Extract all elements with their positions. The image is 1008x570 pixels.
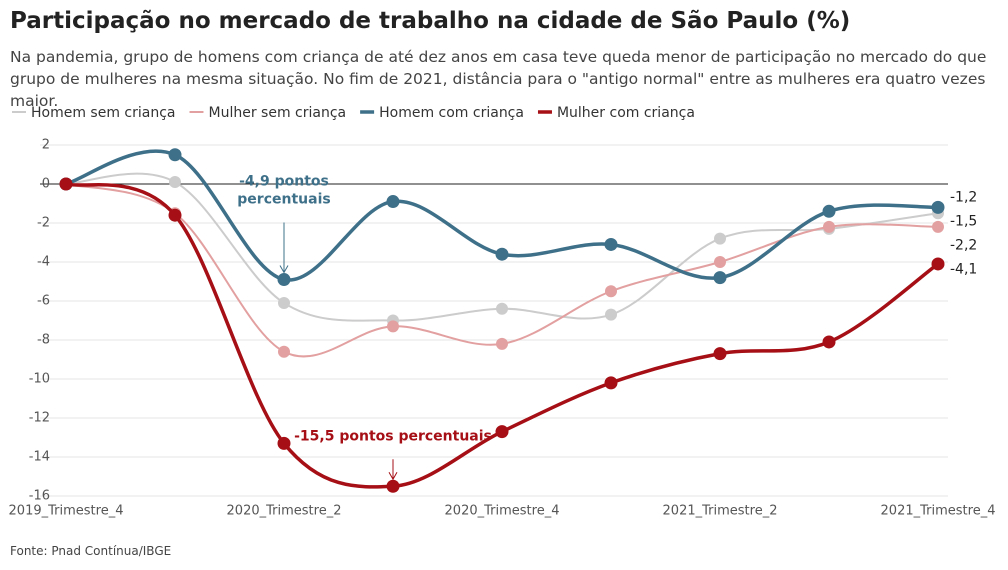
x-tick-label: 2021_Trimestre_4 xyxy=(881,504,996,519)
legend-label: Homem com criança xyxy=(379,105,524,121)
y-tick-label: -8 xyxy=(37,333,50,348)
legend-label: Mulher sem criança xyxy=(209,105,347,121)
value-label: -4,1 xyxy=(950,261,977,277)
data-point xyxy=(59,177,73,191)
data-point xyxy=(714,232,726,245)
y-tick-label: -10 xyxy=(29,372,50,387)
data-point xyxy=(277,273,291,287)
data-point xyxy=(496,302,508,315)
data-point xyxy=(822,204,836,218)
legend-label: Mulher com criança xyxy=(557,105,695,121)
data-point xyxy=(386,479,400,493)
y-tick-label: -14 xyxy=(29,450,50,465)
x-tick-label: 2019_Trimestre_4 xyxy=(9,504,124,519)
x-tick-label: 2021_Trimestre_2 xyxy=(663,504,778,519)
series-line xyxy=(65,149,939,282)
data-point xyxy=(605,285,617,298)
data-point xyxy=(713,347,727,361)
legend-label: Homem sem criança xyxy=(31,105,176,121)
data-point xyxy=(713,271,727,285)
data-point xyxy=(277,436,291,450)
series-line xyxy=(65,183,939,358)
y-tick-label: -6 xyxy=(37,294,50,309)
annotation: -15,5 pontos percentuais xyxy=(294,428,492,444)
data-point xyxy=(605,308,617,321)
data-point xyxy=(822,335,836,349)
y-tick-label: 2 xyxy=(42,138,50,153)
value-label: -2,2 xyxy=(950,237,977,253)
data-point xyxy=(278,296,290,309)
data-point xyxy=(278,345,290,358)
data-point xyxy=(496,337,508,350)
value-label: -1,2 xyxy=(950,189,977,205)
data-point xyxy=(932,220,944,233)
data-point xyxy=(931,200,945,214)
y-tick-label: -12 xyxy=(29,411,50,426)
y-tick-label: -16 xyxy=(29,489,50,504)
y-tick-label: -2 xyxy=(37,216,50,231)
annotation: -4,9 pontos xyxy=(239,174,329,190)
source: Fonte: Pnad Contínua/IBGE xyxy=(10,544,172,558)
data-point xyxy=(495,425,509,439)
data-point xyxy=(169,176,181,189)
data-point xyxy=(931,257,945,271)
data-point xyxy=(604,237,618,251)
data-point xyxy=(823,220,835,233)
y-tick-label: -4 xyxy=(37,255,50,270)
annotation-arrowhead xyxy=(388,472,398,481)
data-point xyxy=(495,247,509,261)
data-point xyxy=(168,148,182,162)
chart-title: Participação no mercado de trabalho na c… xyxy=(10,8,851,34)
annotation: percentuais xyxy=(237,192,330,208)
data-point xyxy=(168,208,182,222)
data-point xyxy=(386,195,400,209)
series-line xyxy=(65,182,940,489)
data-point xyxy=(714,256,726,268)
y-tick-label: 0 xyxy=(42,177,50,192)
data-point xyxy=(387,320,399,333)
value-label: -1,5 xyxy=(950,213,977,229)
annotation-arrowhead xyxy=(279,265,289,274)
x-tick-label: 2020_Trimestre_4 xyxy=(445,504,560,519)
data-point xyxy=(604,376,618,390)
chart-subtitle: Na pandemia, grupo de homens com criança… xyxy=(10,48,987,110)
series-line xyxy=(65,172,939,322)
chart: Homem sem criança Mulher sem criança Homem… xyxy=(9,105,996,519)
x-tick-label: 2020_Trimestre_2 xyxy=(227,504,342,519)
